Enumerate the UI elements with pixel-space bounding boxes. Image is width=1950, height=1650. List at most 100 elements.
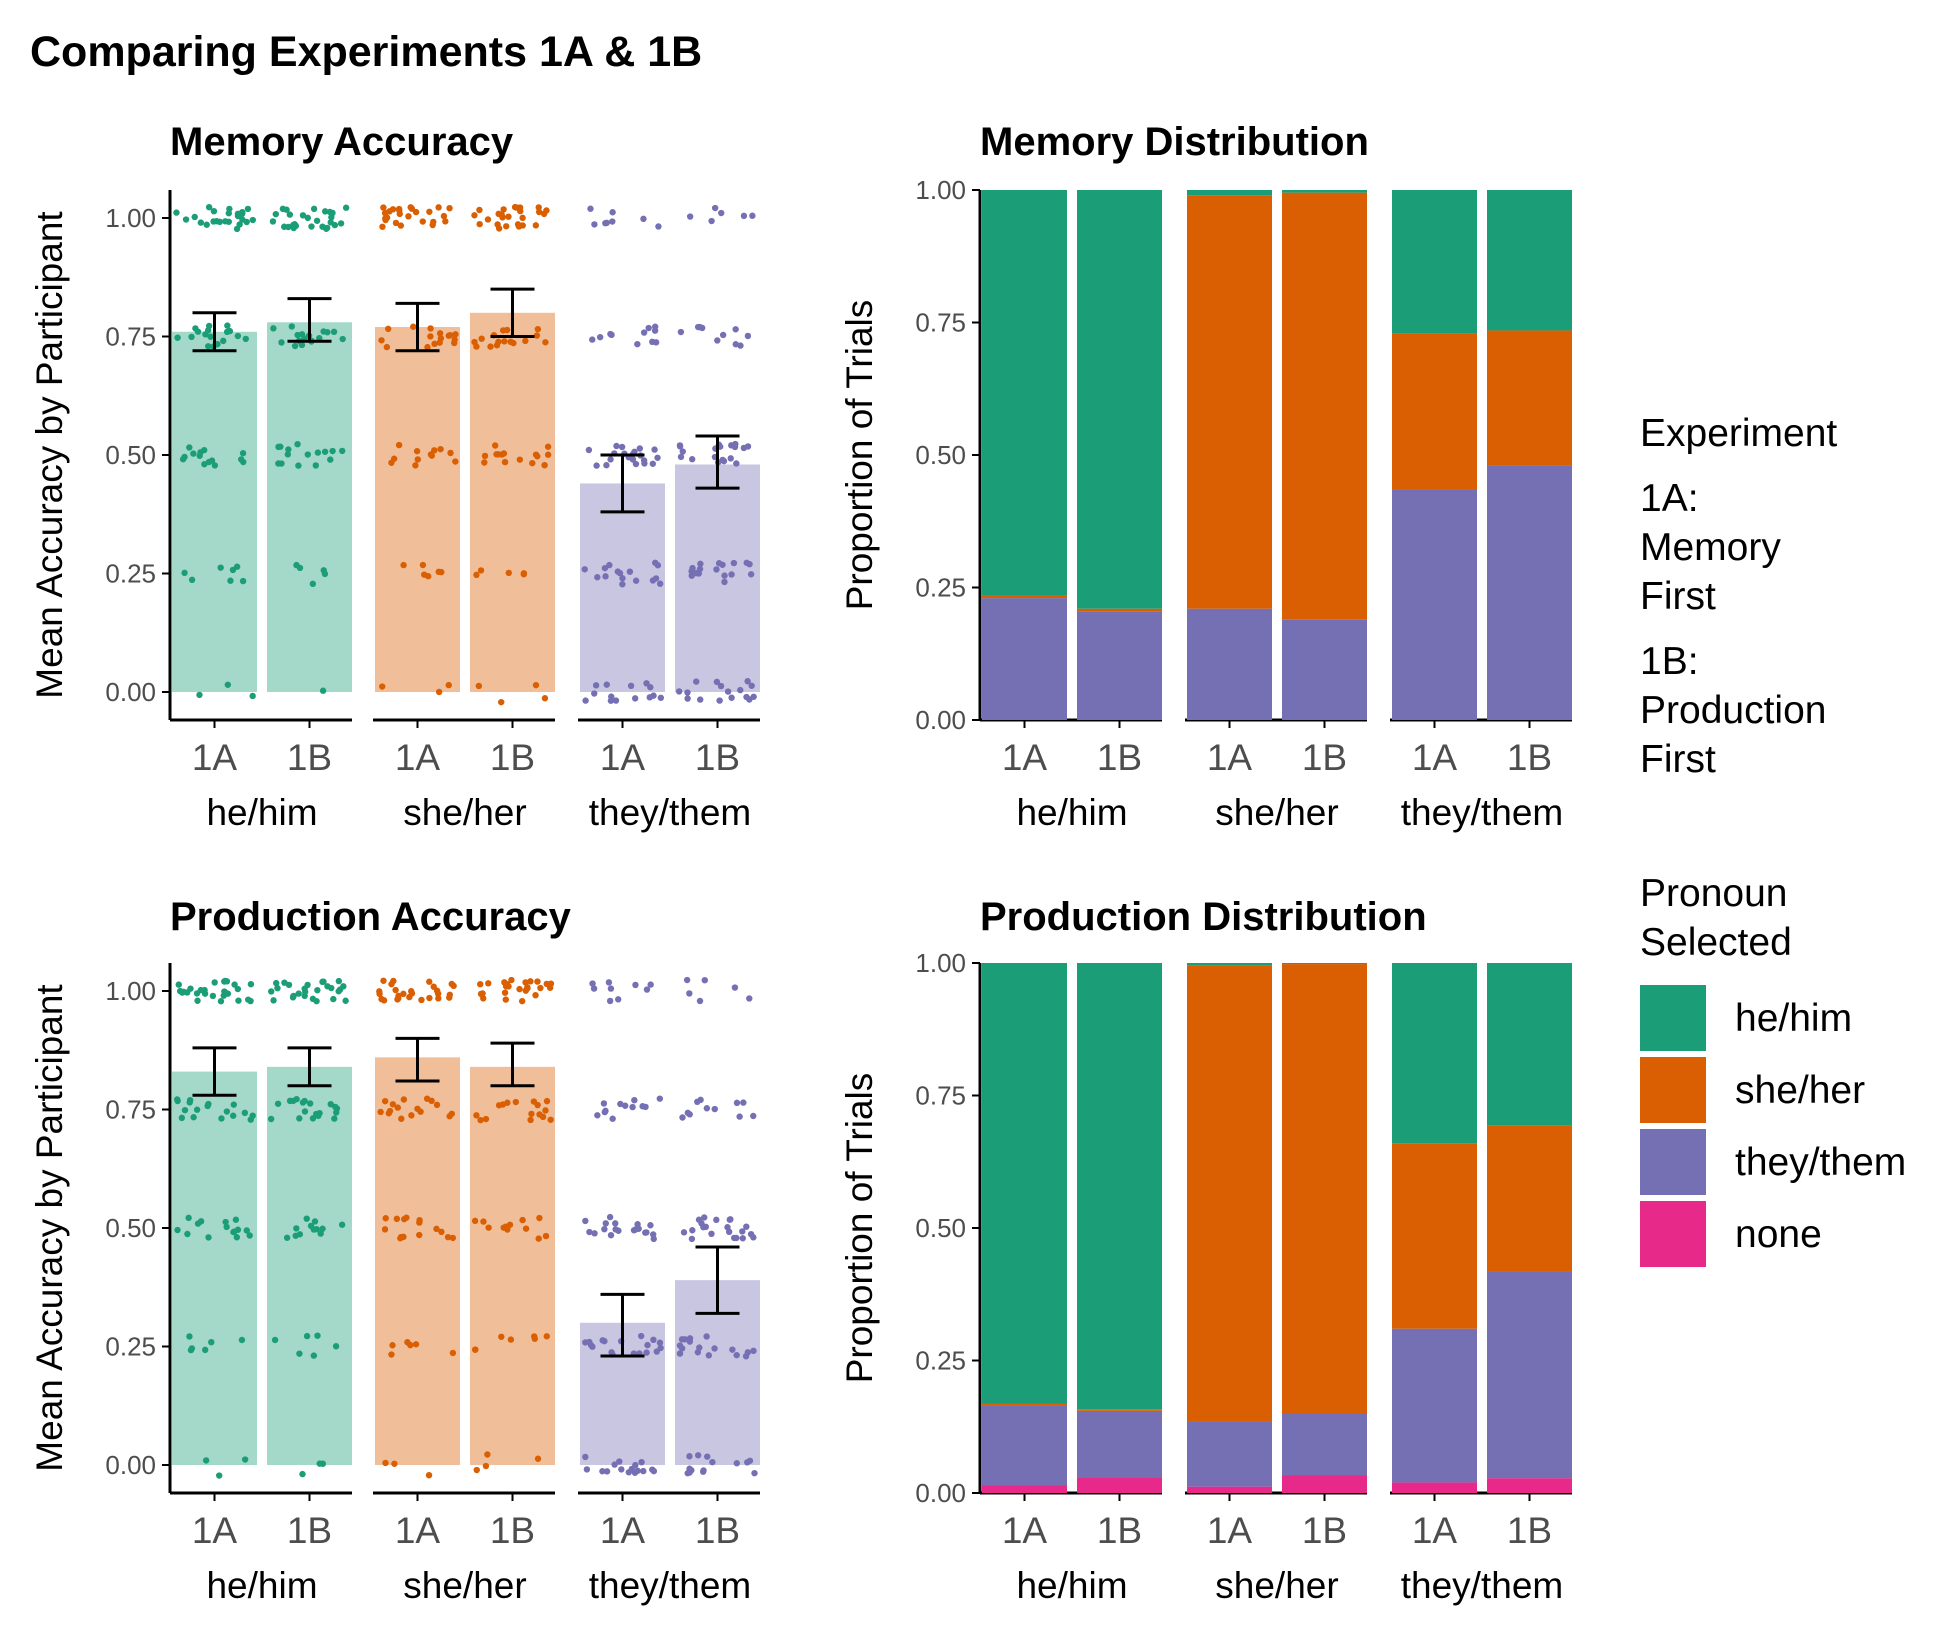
participant-point xyxy=(718,209,725,217)
participant-point xyxy=(277,443,284,450)
participant-point xyxy=(382,1459,389,1467)
stack-they-them-1a-he-him xyxy=(1392,190,1477,334)
participant-point xyxy=(314,986,321,994)
participant-point xyxy=(640,215,647,223)
participant-point xyxy=(631,1096,638,1104)
participant-point xyxy=(677,453,685,461)
participant-point xyxy=(586,1228,593,1236)
participant-point xyxy=(233,563,241,570)
participant-point xyxy=(320,978,327,985)
participant-point xyxy=(684,1470,691,1477)
participant-point xyxy=(644,1341,651,1349)
facet-label-he-him: he/him xyxy=(1016,792,1127,833)
participant-point xyxy=(534,978,541,985)
participant-point xyxy=(310,1226,318,1233)
participant-point xyxy=(239,450,247,457)
stack-they-them-1a-none xyxy=(1392,1482,1477,1493)
participant-point xyxy=(400,990,407,998)
y-tick-label: 0.75 xyxy=(105,322,156,352)
stack-he-him-1b-she-her xyxy=(1077,1409,1162,1411)
participant-point xyxy=(218,1115,225,1122)
participant-point xyxy=(751,1469,758,1477)
participant-point xyxy=(427,333,434,340)
participant-point xyxy=(447,449,454,457)
stack-he-him-1b-she-her xyxy=(1077,608,1162,612)
participant-point xyxy=(631,695,639,702)
panel-title: Memory Distribution xyxy=(980,120,1369,164)
participant-point xyxy=(225,218,232,225)
participant-point xyxy=(335,977,343,985)
y-tick-label: 0.75 xyxy=(915,1081,966,1111)
participant-point xyxy=(382,215,389,222)
participant-point xyxy=(542,339,549,346)
participant-point xyxy=(190,450,197,457)
stack-they-them-1b-he-him xyxy=(1487,190,1572,331)
participant-point xyxy=(603,462,610,469)
panel-title: Production Distribution xyxy=(980,895,1427,939)
participant-point xyxy=(721,572,728,579)
participant-point xyxy=(449,1234,457,1242)
participant-point xyxy=(323,224,331,232)
facet-label-she-her: she/her xyxy=(1215,1565,1338,1606)
participant-point xyxy=(541,695,549,702)
participant-point xyxy=(339,447,346,455)
participant-point xyxy=(535,208,543,216)
participant-point xyxy=(715,560,723,567)
participant-point xyxy=(542,1232,550,1240)
participant-point xyxy=(271,1336,279,1344)
participant-point xyxy=(494,221,501,228)
bar-they-them-1a xyxy=(580,483,665,692)
y-tick-label: 1.00 xyxy=(105,203,156,233)
participant-point xyxy=(378,337,385,344)
participant-point xyxy=(654,562,662,569)
participant-point xyxy=(747,571,755,578)
participant-point xyxy=(281,979,288,986)
participant-point xyxy=(646,694,653,701)
participant-point xyxy=(744,1349,751,1356)
y-tick-label: 0.25 xyxy=(915,573,966,603)
participant-point xyxy=(520,571,528,578)
participant-point xyxy=(750,1347,757,1355)
participant-point xyxy=(487,343,494,350)
participant-point xyxy=(524,985,531,992)
facet-label-they-them: they/them xyxy=(1401,792,1563,833)
participant-point xyxy=(273,979,280,987)
stack-they-them-1a-she-her xyxy=(1392,333,1477,490)
participant-point xyxy=(247,997,254,1005)
participant-point xyxy=(249,692,256,700)
participant-point xyxy=(414,456,421,463)
participant-point xyxy=(381,1097,389,1105)
participant-point xyxy=(649,460,657,467)
participant-point xyxy=(435,995,442,1002)
facet-label-he-him: he/him xyxy=(1016,1565,1127,1606)
y-axis-title: Proportion of Trials xyxy=(839,1073,880,1384)
participant-point xyxy=(495,338,502,345)
participant-point xyxy=(446,204,453,212)
participant-point xyxy=(697,560,704,567)
participant-point xyxy=(211,462,219,469)
participant-point xyxy=(736,1113,743,1120)
participant-point xyxy=(501,458,509,466)
participant-point xyxy=(485,980,492,987)
participant-point xyxy=(532,681,540,689)
participant-point xyxy=(733,1351,740,1359)
participant-point xyxy=(500,206,507,213)
participant-point xyxy=(388,1351,395,1358)
participant-point xyxy=(582,1217,589,1225)
participant-point xyxy=(230,1101,237,1108)
participant-point xyxy=(224,681,232,688)
participant-point xyxy=(589,1343,596,1350)
participant-point xyxy=(508,976,515,984)
participant-point xyxy=(656,580,664,587)
participant-point xyxy=(184,1230,191,1238)
participant-point xyxy=(386,208,393,215)
participant-point xyxy=(191,213,198,221)
stack-they-them-1a-he-him xyxy=(1392,963,1477,1144)
x-tick-label: 1B xyxy=(287,737,332,778)
participant-point xyxy=(205,1100,212,1108)
stack-they-them-1b-they-them xyxy=(1487,465,1572,720)
participant-point xyxy=(186,1096,194,1104)
participant-point xyxy=(407,1341,414,1349)
participant-point xyxy=(223,978,231,985)
participant-point xyxy=(642,1229,649,1236)
